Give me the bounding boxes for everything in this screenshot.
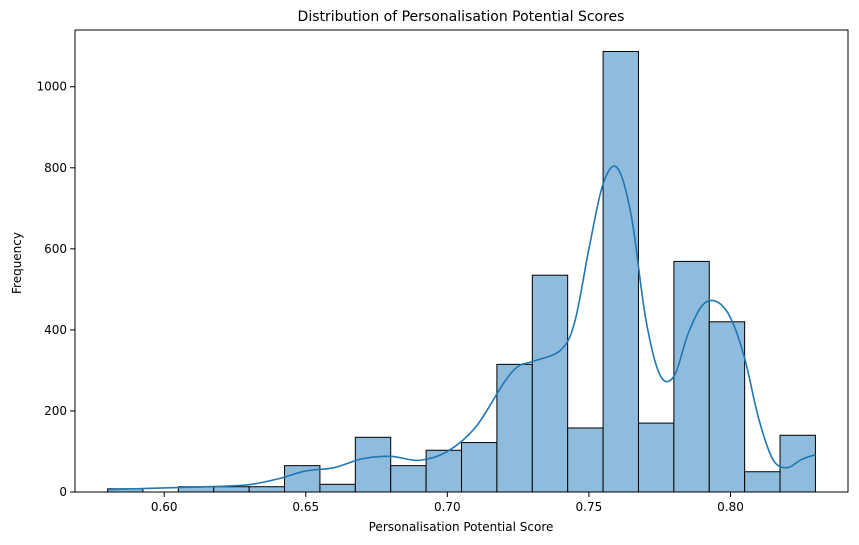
x-tick-label: 0.75 — [576, 500, 603, 514]
bars-group — [107, 50, 816, 493]
histogram-bar — [602, 50, 639, 493]
y-tick-label: 400 — [44, 323, 67, 337]
y-tick-label: 200 — [44, 404, 67, 418]
x-axis-ticks: 0.60 0.65 0.70 0.75 0.80 — [151, 492, 744, 514]
histogram-bar — [673, 260, 710, 493]
histogram-bar — [461, 442, 498, 493]
y-tick-label: 0 — [59, 485, 67, 499]
y-axis-label: Frequency — [10, 232, 24, 294]
histogram-bar — [390, 465, 427, 493]
y-axis-ticks: 0 200 400 600 800 1000 — [36, 80, 75, 499]
chart-title: Distribution of Personalisation Potentia… — [298, 9, 625, 25]
histogram-bar — [567, 427, 604, 493]
histogram-bar — [425, 449, 463, 493]
histogram-bar — [531, 274, 569, 493]
y-tick-label: 800 — [44, 161, 67, 175]
histogram-bar — [779, 434, 816, 493]
x-tick-label: 0.60 — [151, 500, 178, 514]
x-tick-label: 0.65 — [292, 500, 319, 514]
kde-curve — [107, 165, 816, 491]
histogram-bar — [213, 486, 250, 493]
histogram-bar — [496, 363, 533, 493]
x-tick-label: 0.70 — [434, 500, 461, 514]
y-tick-label: 600 — [44, 242, 67, 256]
histogram-bar — [319, 483, 356, 493]
y-tick-label: 1000 — [36, 80, 67, 94]
x-axis-label: Personalisation Potential Score — [369, 520, 554, 534]
histogram-bar — [637, 422, 675, 493]
x-tick-label: 0.80 — [717, 500, 744, 514]
axes-frame — [74, 29, 849, 493]
histogram-bar — [354, 436, 392, 493]
histogram-bar — [248, 486, 286, 493]
histogram-bar — [744, 471, 781, 493]
plot-frame — [74, 29, 849, 493]
histogram-bar — [708, 321, 746, 493]
